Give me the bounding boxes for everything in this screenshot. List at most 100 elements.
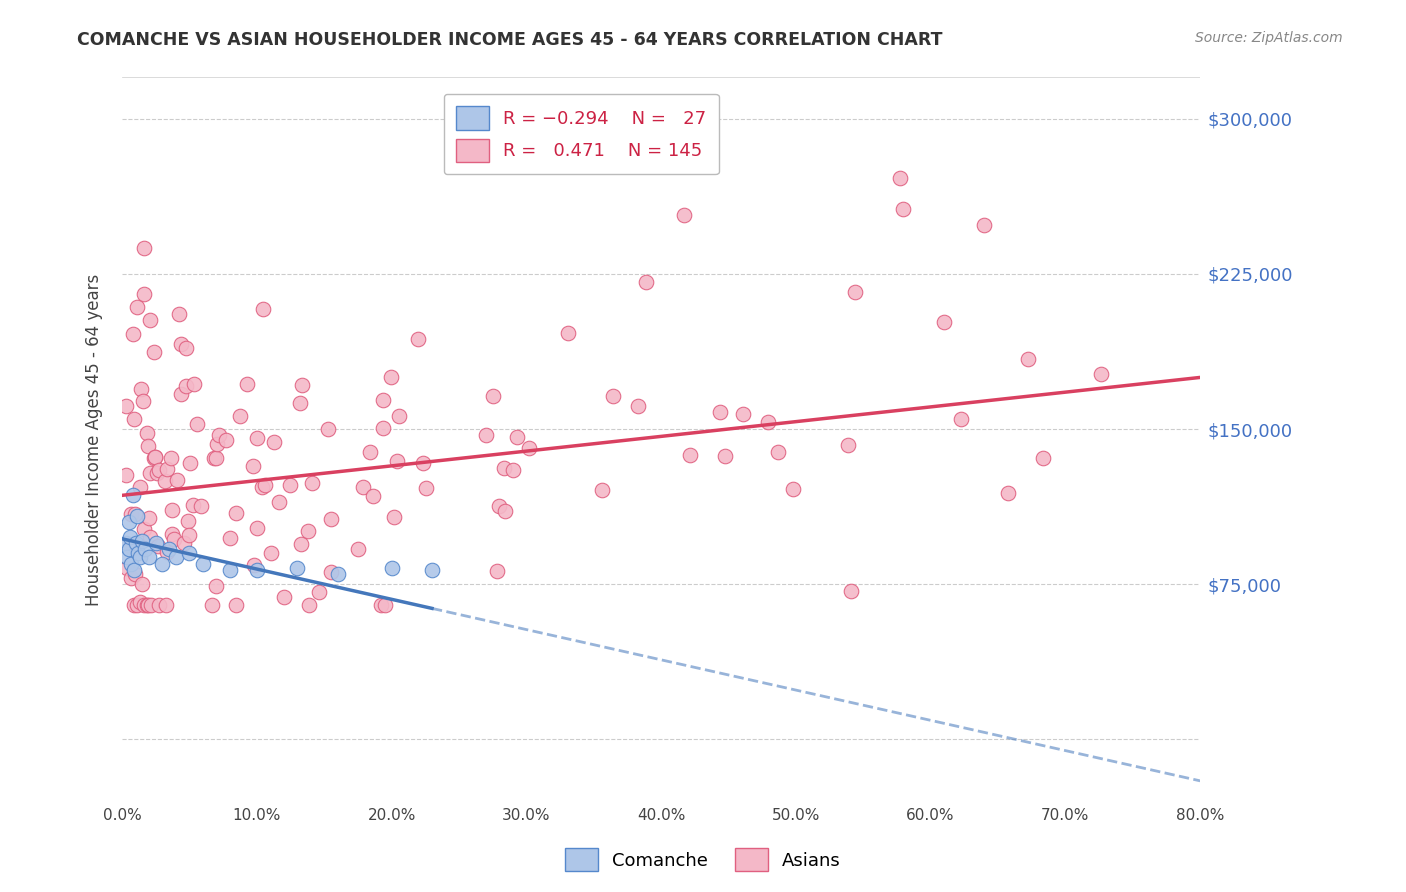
Point [636, 275, 658, 289]
Point [177, 514, 200, 528]
Point [160, 526, 183, 541]
Y-axis label: Householder Income Ages 45 - 64 years: Householder Income Ages 45 - 64 years [86, 273, 103, 606]
Point [143, 450, 166, 464]
Point [179, 546, 201, 560]
Point [146, 466, 169, 480]
Point [973, 218, 995, 232]
Point [756, 415, 779, 429]
Point [179, 456, 201, 470]
Point [235, 376, 257, 391]
Point [215, 433, 238, 447]
Point [492, 461, 515, 475]
Point [253, 478, 276, 492]
Point [162, 532, 184, 546]
Point [170, 337, 193, 351]
Point [136, 598, 159, 612]
Point [1017, 351, 1039, 366]
Point [202, 451, 225, 466]
Point [120, 539, 142, 553]
Point [371, 421, 394, 435]
Point [714, 449, 737, 463]
Point [139, 466, 162, 480]
Point [321, 512, 343, 526]
Point [494, 504, 516, 518]
Legend: R = −0.294    N =   27, R =   0.471    N = 145: R = −0.294 N = 27, R = 0.471 N = 145 [444, 94, 718, 175]
Point [381, 560, 404, 574]
Point [488, 500, 510, 514]
Point [160, 502, 183, 516]
Point [385, 454, 408, 468]
Point [132, 523, 155, 537]
Point [115, 561, 138, 575]
Point [371, 393, 394, 408]
Point [124, 598, 146, 612]
Point [148, 540, 170, 554]
Point [124, 507, 146, 521]
Point [132, 286, 155, 301]
Point [204, 579, 226, 593]
Point [179, 528, 201, 542]
Point [118, 515, 141, 529]
Point [374, 598, 396, 612]
Point [124, 566, 146, 581]
Point [246, 431, 269, 445]
Point [709, 405, 731, 419]
Point [517, 441, 540, 455]
Point [125, 509, 148, 524]
Point [183, 377, 205, 392]
Point [156, 462, 179, 476]
Point [502, 462, 524, 476]
Point [143, 450, 166, 464]
Point [148, 598, 170, 612]
Point [136, 426, 159, 441]
Point [229, 409, 252, 423]
Point [120, 570, 142, 584]
Point [997, 486, 1019, 500]
Point [273, 591, 295, 605]
Text: COMANCHE VS ASIAN HOUSEHOLDER INCOME AGES 45 - 64 YEARS CORRELATION CHART: COMANCHE VS ASIAN HOUSEHOLDER INCOME AGE… [77, 31, 943, 49]
Point [169, 307, 191, 321]
Point [118, 542, 141, 557]
Point [889, 171, 911, 186]
Point [346, 542, 368, 557]
Point [380, 370, 402, 384]
Point [138, 530, 160, 544]
Point [157, 542, 180, 557]
Point [138, 510, 160, 524]
Point [269, 495, 291, 509]
Point [412, 456, 434, 470]
Point [1090, 367, 1112, 381]
Point [557, 326, 579, 341]
Point [252, 301, 274, 316]
Point [176, 379, 198, 393]
Point [122, 327, 145, 342]
Point [837, 438, 859, 452]
Point [127, 598, 149, 612]
Point [415, 481, 437, 495]
Point [592, 483, 614, 497]
Point [120, 507, 142, 521]
Point [932, 314, 955, 328]
Point [128, 550, 150, 565]
Point [252, 480, 274, 494]
Point [839, 584, 862, 599]
Point [207, 427, 229, 442]
Point [165, 550, 187, 565]
Point [352, 480, 374, 494]
Legend: Comanche, Asians: Comanche, Asians [558, 841, 848, 879]
Point [121, 488, 143, 502]
Point [131, 533, 153, 548]
Point [121, 557, 143, 571]
Point [505, 430, 527, 444]
Point [891, 202, 914, 217]
Point [481, 389, 503, 403]
Point [115, 536, 138, 550]
Point [121, 541, 143, 555]
Point [246, 521, 269, 535]
Point [191, 557, 214, 571]
Point [122, 563, 145, 577]
Point [201, 598, 224, 612]
Point [297, 524, 319, 538]
Point [173, 536, 195, 550]
Point [326, 566, 349, 581]
